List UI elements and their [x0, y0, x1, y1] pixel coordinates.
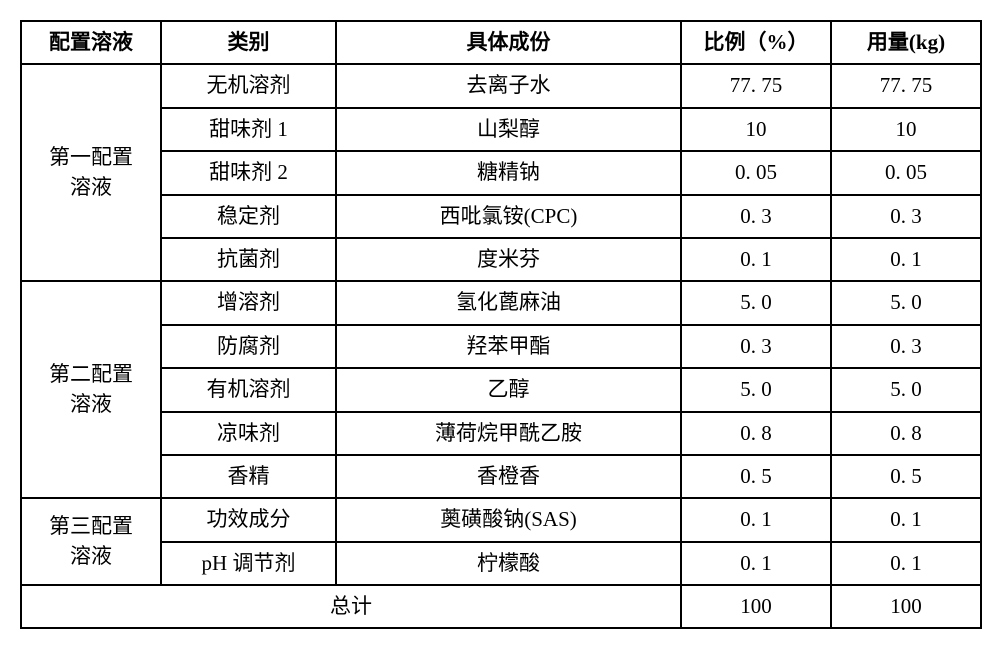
ratio-cell: 77. 75	[681, 64, 831, 107]
ratio-cell: 0. 3	[681, 325, 831, 368]
category-cell: 甜味剂 2	[161, 151, 336, 194]
table-row: 凉味剂薄荷烷甲酰乙胺0. 80. 8	[21, 412, 981, 455]
table-row: 抗菌剂度米芬0. 10. 1	[21, 238, 981, 281]
amount-cell: 5. 0	[831, 368, 981, 411]
table-row: 第三配置溶液功效成分薁磺酸钠(SAS)0. 10. 1	[21, 498, 981, 541]
component-cell: 糖精钠	[336, 151, 681, 194]
component-cell: 薁磺酸钠(SAS)	[336, 498, 681, 541]
component-cell: 山梨醇	[336, 108, 681, 151]
solution-group-cell: 第三配置溶液	[21, 498, 161, 585]
ratio-cell: 0. 05	[681, 151, 831, 194]
table-row: pH 调节剂柠檬酸0. 10. 1	[21, 542, 981, 585]
component-cell: 薄荷烷甲酰乙胺	[336, 412, 681, 455]
component-cell: 西吡氯铵(CPC)	[336, 195, 681, 238]
amount-cell: 0. 3	[831, 195, 981, 238]
component-cell: 乙醇	[336, 368, 681, 411]
ratio-cell: 0. 3	[681, 195, 831, 238]
category-cell: 抗菌剂	[161, 238, 336, 281]
amount-cell: 10	[831, 108, 981, 151]
ratio-cell: 0. 5	[681, 455, 831, 498]
category-cell: 香精	[161, 455, 336, 498]
total-label-cell: 总计	[21, 585, 681, 628]
category-cell: 无机溶剂	[161, 64, 336, 107]
category-cell: 凉味剂	[161, 412, 336, 455]
total-amount-cell: 100	[831, 585, 981, 628]
amount-cell: 0. 1	[831, 542, 981, 585]
category-cell: 甜味剂 1	[161, 108, 336, 151]
header-component: 具体成份	[336, 21, 681, 64]
table-row: 香精香橙香0. 50. 5	[21, 455, 981, 498]
solution-group-cell: 第二配置溶液	[21, 281, 161, 498]
table-row: 甜味剂 2糖精钠0. 050. 05	[21, 151, 981, 194]
table-row: 甜味剂 1山梨醇1010	[21, 108, 981, 151]
component-cell: 氢化蓖麻油	[336, 281, 681, 324]
table-header-row: 配置溶液 类别 具体成份 比例（%） 用量(kg)	[21, 21, 981, 64]
solution-group-cell: 第一配置溶液	[21, 64, 161, 281]
amount-cell: 77. 75	[831, 64, 981, 107]
ratio-cell: 0. 1	[681, 498, 831, 541]
ratio-cell: 0. 8	[681, 412, 831, 455]
amount-cell: 5. 0	[831, 281, 981, 324]
table-row: 防腐剂羟苯甲酯0. 30. 3	[21, 325, 981, 368]
total-row: 总计100100	[21, 585, 981, 628]
category-cell: 功效成分	[161, 498, 336, 541]
component-cell: 香橙香	[336, 455, 681, 498]
category-cell: 有机溶剂	[161, 368, 336, 411]
ratio-cell: 0. 1	[681, 542, 831, 585]
amount-cell: 0. 8	[831, 412, 981, 455]
amount-cell: 0. 1	[831, 498, 981, 541]
category-cell: 稳定剂	[161, 195, 336, 238]
amount-cell: 0. 1	[831, 238, 981, 281]
header-category: 类别	[161, 21, 336, 64]
component-cell: 度米芬	[336, 238, 681, 281]
table-row: 稳定剂西吡氯铵(CPC)0. 30. 3	[21, 195, 981, 238]
amount-cell: 0. 05	[831, 151, 981, 194]
header-amount: 用量(kg)	[831, 21, 981, 64]
table-row: 第二配置溶液增溶剂氢化蓖麻油5. 05. 0	[21, 281, 981, 324]
component-cell: 柠檬酸	[336, 542, 681, 585]
amount-cell: 0. 3	[831, 325, 981, 368]
header-ratio: 比例（%）	[681, 21, 831, 64]
table-row: 第一配置溶液无机溶剂去离子水77. 7577. 75	[21, 64, 981, 107]
component-cell: 羟苯甲酯	[336, 325, 681, 368]
table-row: 有机溶剂乙醇5. 05. 0	[21, 368, 981, 411]
formulation-table: 配置溶液 类别 具体成份 比例（%） 用量(kg) 第一配置溶液无机溶剂去离子水…	[20, 20, 982, 629]
header-solution: 配置溶液	[21, 21, 161, 64]
amount-cell: 0. 5	[831, 455, 981, 498]
category-cell: 防腐剂	[161, 325, 336, 368]
category-cell: 增溶剂	[161, 281, 336, 324]
ratio-cell: 5. 0	[681, 281, 831, 324]
component-cell: 去离子水	[336, 64, 681, 107]
total-ratio-cell: 100	[681, 585, 831, 628]
ratio-cell: 0. 1	[681, 238, 831, 281]
category-cell: pH 调节剂	[161, 542, 336, 585]
ratio-cell: 5. 0	[681, 368, 831, 411]
ratio-cell: 10	[681, 108, 831, 151]
